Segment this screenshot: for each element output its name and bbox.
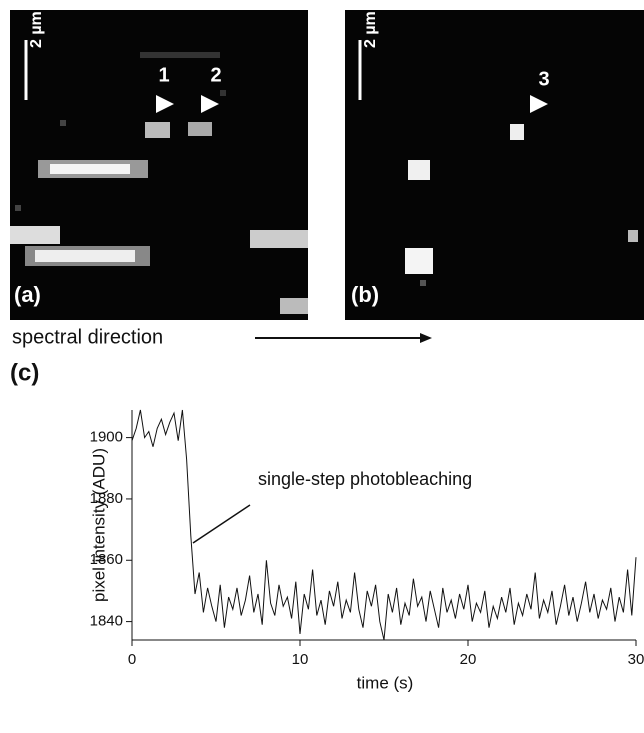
panel-b-image: [345, 10, 644, 320]
panel-label: (c): [10, 359, 39, 386]
y-tick-label: 1880: [90, 490, 123, 507]
x-tick-label: 0: [128, 651, 136, 668]
arrow-head: [420, 333, 432, 343]
x-tick-label: 30: [628, 651, 644, 668]
scale-bar-label: 2 µm: [28, 11, 45, 48]
panel-label: (a): [14, 282, 41, 307]
data-line: [131, 409, 637, 641]
y-tick-label: 1900: [90, 429, 123, 446]
marker-label: 3: [538, 68, 549, 90]
spectral-direction: spectral direction: [12, 326, 163, 348]
panel-a-image: [10, 10, 308, 320]
y-tick-label: 1860: [90, 551, 123, 568]
marker-label: 1: [158, 64, 169, 86]
x-tick-label: 10: [292, 651, 309, 668]
y-tick-label: 1840: [90, 613, 123, 630]
x-tick-label: 20: [460, 651, 477, 668]
annotation-line: [192, 504, 251, 544]
scale-bar-label: 2 µm: [362, 11, 379, 48]
annotation: single-step photobleaching: [258, 469, 472, 489]
panel-label: (b): [351, 282, 379, 307]
x-axis-label: time (s): [357, 673, 414, 692]
marker-label: 2: [210, 64, 221, 86]
y-axis-label: pixel intensity (ADU): [89, 448, 108, 602]
